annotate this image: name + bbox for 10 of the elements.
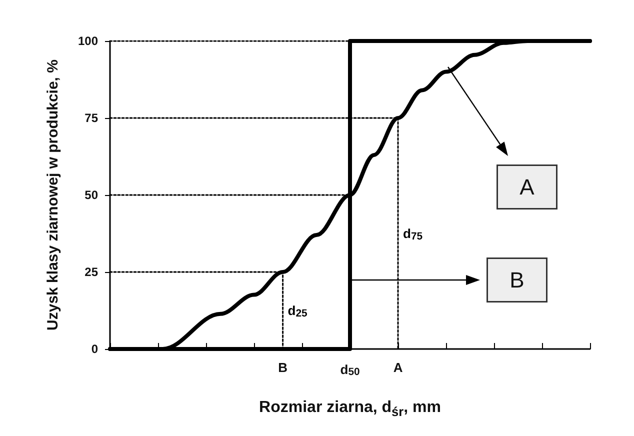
x-tick-label: A <box>393 360 404 375</box>
y-tick-label: 75 <box>84 111 98 125</box>
y-tick-label: 100 <box>78 34 98 48</box>
y-tick-label: 50 <box>84 188 98 202</box>
y-tick-label: 0 <box>91 342 98 356</box>
y-tick-label: 25 <box>84 265 98 279</box>
annotation: A <box>520 174 535 200</box>
y-axis-title: Uzysk klasy ziarnowej w produkcie, % <box>44 60 62 330</box>
x-tick-label: B <box>278 360 288 375</box>
annotation: B <box>510 268 524 292</box>
